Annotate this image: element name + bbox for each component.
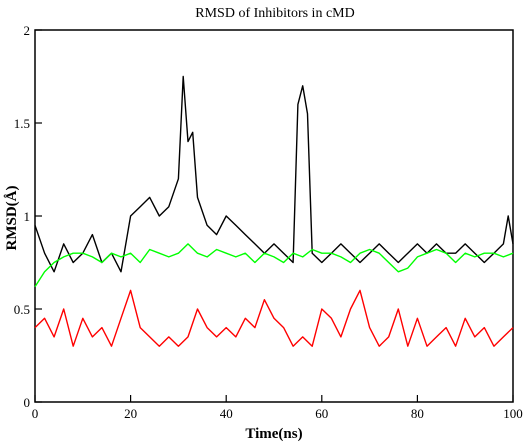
tick-group: 0 20 40 60 80 100 0 0.5 1 1.5 2 <box>14 23 523 421</box>
x-tick-label: 80 <box>411 406 424 421</box>
x-tick-label: 0 <box>32 406 39 421</box>
y-axis-label: RMSD(Å) <box>4 186 20 251</box>
series-line-1 <box>34 75 514 273</box>
x-tick-label: 40 <box>220 406 233 421</box>
x-tick-label: 100 <box>503 406 523 421</box>
y-tick-label: 0.5 <box>14 302 30 317</box>
y-tick-label: 0 <box>24 395 31 410</box>
series-line-3 <box>34 243 514 288</box>
plot-area <box>34 29 514 403</box>
y-tick-label: 1.5 <box>14 116 30 131</box>
x-tick-label: 60 <box>315 406 328 421</box>
y-tick-label: 1 <box>24 209 31 224</box>
x-axis-label: Time(ns) <box>245 426 302 442</box>
chart-title: RMSD of Inhibitors in cMD <box>195 6 354 21</box>
x-tick-label: 20 <box>124 406 137 421</box>
y-tick-label: 2 <box>24 23 31 38</box>
series-group <box>34 75 514 347</box>
series-line-2 <box>34 289 514 347</box>
plot-frame <box>34 29 514 403</box>
